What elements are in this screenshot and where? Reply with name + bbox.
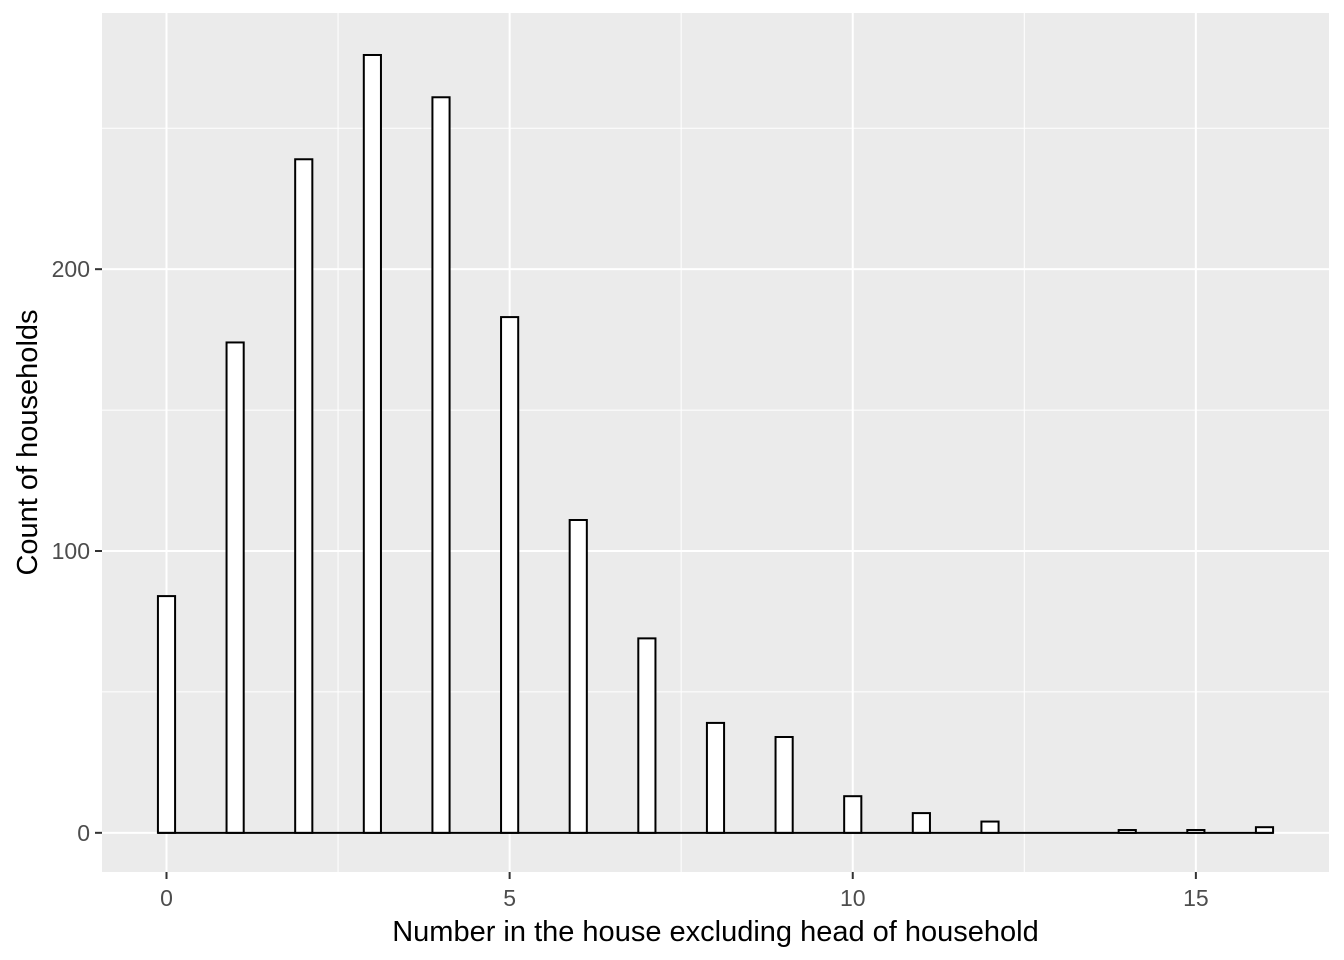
x-tick-label: 15 bbox=[1183, 885, 1209, 911]
x-tick-label: 0 bbox=[160, 885, 173, 911]
histogram-bar bbox=[225, 341, 245, 834]
x-tick-label: 5 bbox=[503, 885, 516, 911]
histogram-bar bbox=[1254, 826, 1275, 834]
histogram-bar bbox=[568, 519, 588, 834]
histogram-bar bbox=[637, 637, 657, 834]
y-tick-label: 0 bbox=[77, 820, 90, 846]
histogram-bar bbox=[705, 721, 726, 834]
histogram-bar bbox=[980, 820, 1000, 834]
histogram-bar bbox=[294, 158, 314, 834]
y-tick-label: 100 bbox=[52, 538, 90, 564]
histogram-bar bbox=[774, 736, 794, 834]
histogram-bar bbox=[843, 795, 863, 834]
x-tick-label: 10 bbox=[840, 885, 866, 911]
y-tick-label: 200 bbox=[52, 256, 90, 282]
y-axis-title: Count of households bbox=[12, 309, 44, 575]
histogram-bar bbox=[500, 316, 520, 834]
histogram-bar bbox=[911, 812, 931, 834]
x-axis-title: Number in the house excluding head of ho… bbox=[392, 916, 1039, 948]
histogram-bar bbox=[362, 53, 382, 834]
histogram-bar bbox=[1117, 829, 1137, 834]
histogram-bar bbox=[156, 595, 177, 834]
histogram-bar bbox=[1186, 829, 1206, 834]
histogram-bar bbox=[431, 96, 451, 834]
